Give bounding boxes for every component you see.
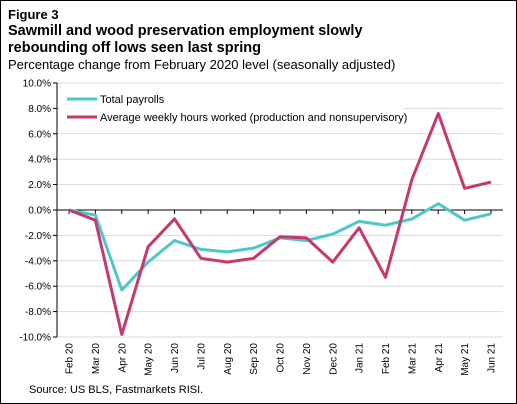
legend: Total payrolls Average weekly hours worke… — [60, 88, 407, 128]
series-line-1 — [68, 202, 492, 292]
y-tick-label: -4.0% — [25, 256, 51, 267]
x-tick-label: Mar 21 — [407, 343, 418, 375]
legend-label: Average weekly hours worked (production … — [100, 112, 407, 124]
y-tick-label: 8.0% — [28, 104, 51, 115]
x-tick-label: May 21 — [460, 343, 471, 376]
title-line-2: rebounding off lows seen last spring — [8, 40, 261, 56]
y-tick-label: -2.0% — [25, 231, 51, 242]
series-lines — [68, 112, 492, 336]
x-tick-label: Mar 20 — [91, 343, 102, 375]
x-tick-label: Jan 21 — [355, 343, 366, 373]
x-tick-label: Dec 20 — [328, 343, 339, 375]
x-tick-label: May 20 — [144, 343, 155, 376]
figure-label: Figure 3 — [8, 7, 59, 22]
y-tick-label: 10.0% — [23, 79, 51, 90]
x-tick-label: Apr 20 — [117, 343, 128, 373]
x-tick-label: Jun 20 — [170, 343, 181, 373]
x-tick-label: Feb 21 — [381, 343, 392, 375]
y-tick-label: 2.0% — [28, 180, 51, 191]
y-tick-label: 6.0% — [28, 129, 51, 140]
y-tick-label: 4.0% — [28, 155, 51, 166]
legend-label: Total payrolls — [100, 94, 165, 106]
x-tick-label: Apr 21 — [434, 343, 445, 373]
x-tick-label: Oct 20 — [276, 343, 287, 373]
x-axis-ticks: Feb 20 Mar 20 Apr 20 May 20 Jun 20 Jul 20 Aug … — [65, 210, 498, 376]
x-tick-label: Aug 20 — [223, 343, 234, 375]
y-tick-label: -8.0% — [25, 307, 51, 318]
series-line-2 — [68, 112, 492, 336]
chart-subtitle: Percentage change from February 2020 lev… — [8, 57, 396, 72]
y-axis-ticks: 10.0% 8.0% 6.0% 4.0% 2.0% 0.0% -2.0% -4.0% -6.0%… — [19, 79, 57, 344]
x-tick-label: Feb 20 — [65, 343, 76, 375]
title-line-1: Sawmill and wood preservation employment… — [8, 23, 363, 39]
x-tick-label: Jul 20 — [196, 343, 207, 370]
x-tick-label: Sep 20 — [249, 343, 260, 375]
source-note: Source: US BLS, Fastmarkets RISI. — [29, 384, 204, 396]
y-tick-label: -10.0% — [19, 333, 51, 344]
y-tick-label: -6.0% — [25, 282, 51, 293]
x-tick-label: Jun 21 — [487, 343, 498, 373]
y-tick-label: 0.0% — [28, 206, 51, 217]
x-tick-label: Nov 20 — [302, 343, 313, 375]
chart-title: Sawmill and wood preservation employment… — [8, 23, 508, 57]
legend-box — [60, 88, 404, 128]
